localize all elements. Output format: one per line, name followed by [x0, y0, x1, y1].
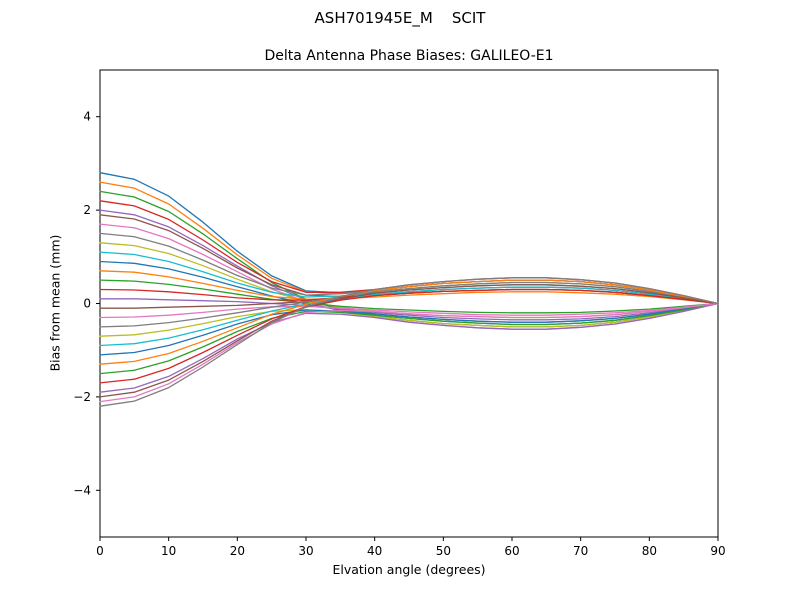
x-axis-label: Elvation angle (degrees): [332, 562, 486, 577]
axes-frame: [99, 69, 719, 538]
bias-line: [99, 281, 719, 328]
x-tick-label: 40: [367, 544, 382, 558]
bias-line: [99, 270, 719, 305]
bias-line: [99, 302, 719, 403]
lines-layer: [99, 172, 719, 407]
bias-line: [99, 302, 719, 356]
bias-line: [99, 279, 719, 365]
y-tick-label: 4: [83, 110, 91, 124]
figure-suptitle: ASH701945E_M SCIT: [314, 9, 486, 27]
bias-line: [99, 288, 719, 384]
bias-line: [99, 277, 719, 407]
bias-line: [99, 302, 719, 375]
x-tick-label: 30: [298, 544, 313, 558]
bias-line: [99, 279, 719, 314]
y-tick-label: −2: [73, 390, 91, 404]
bias-line: [99, 302, 719, 393]
x-tick-label: 90: [710, 544, 725, 558]
bias-line: [99, 286, 719, 347]
x-tick-label: 70: [573, 544, 588, 558]
y-tick-label: −4: [73, 483, 91, 497]
x-tick-label: 60: [504, 544, 519, 558]
bias-line: [99, 302, 719, 337]
bias-line: [99, 284, 719, 398]
x-tick-label: 10: [161, 544, 176, 558]
x-tick-label: 50: [436, 544, 451, 558]
y-tick-label: 2: [83, 203, 91, 217]
y-tick-label: 0: [83, 297, 91, 311]
bias-line: [99, 302, 719, 319]
axes-title: Delta Antenna Phase Biases: GALILEO-E1: [264, 48, 554, 64]
x-tick-label: 0: [96, 544, 104, 558]
x-tick-label: 80: [642, 544, 657, 558]
x-tick-label: 20: [230, 544, 245, 558]
bias-line: [99, 298, 719, 321]
ticks-layer: 0 10 20 30 40 50 60 70 80 90 −4 −2 0 2 4: [73, 110, 725, 558]
